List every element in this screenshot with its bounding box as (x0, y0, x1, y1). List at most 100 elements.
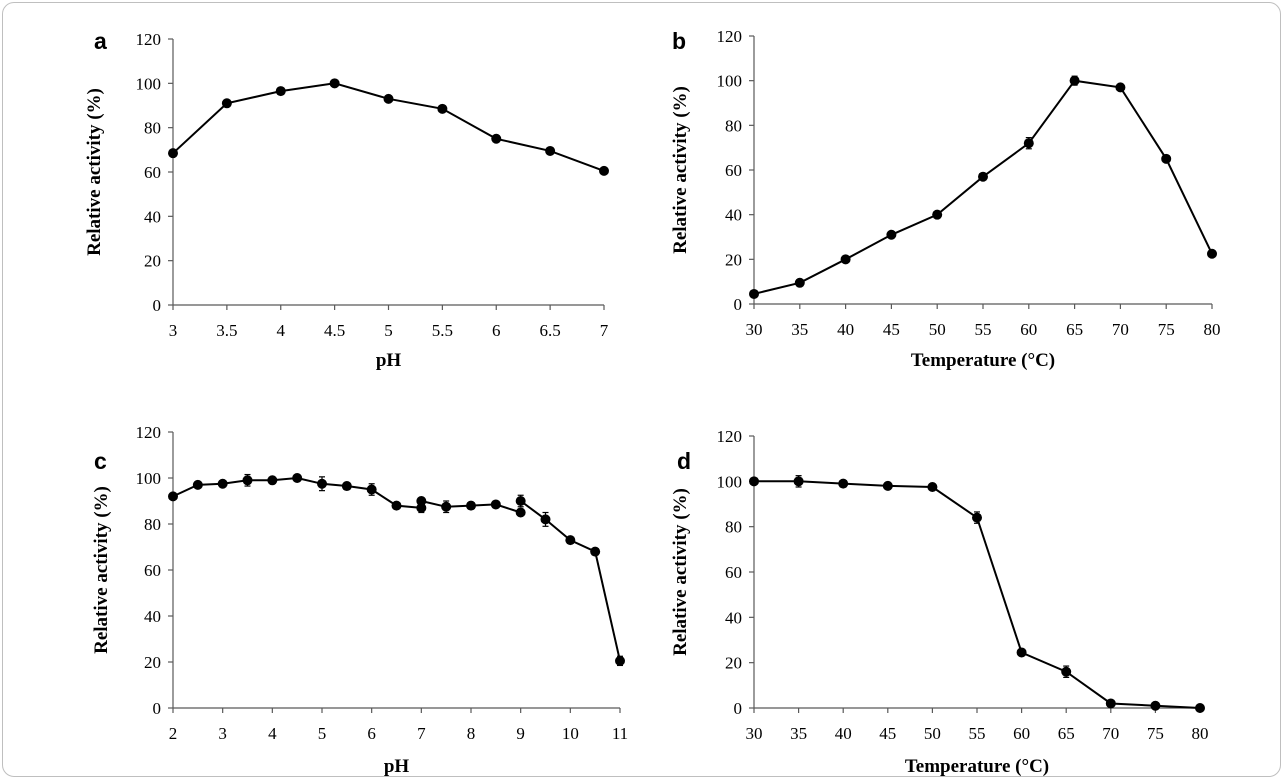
x-tick-label: 45 (879, 724, 896, 743)
x-axis-title: Temperature (°C) (911, 350, 1055, 371)
data-point (491, 133, 502, 144)
x-tick-label: 5 (318, 724, 327, 743)
data-point (749, 288, 759, 299)
panel-c: c 0 20 40 60 80 100 120 2 3 4 5 6 7 8 9 10 11 pH Relative a… (91, 423, 628, 777)
y-axis-title: Relative activity (%) (84, 88, 105, 256)
x-tick-label: 30 (746, 320, 763, 339)
y-tick-label: 20 (144, 653, 161, 672)
data-point (391, 500, 402, 511)
data-point (978, 171, 988, 182)
data-point (1023, 138, 1034, 149)
y-tick-label: 60 (725, 563, 742, 582)
data-point (1195, 703, 1205, 713)
data-point (1061, 666, 1072, 677)
x-axis-title: pH (384, 756, 410, 777)
y-tick-label: 20 (725, 654, 742, 673)
y-tick-label: 0 (153, 296, 162, 315)
x-tick-label: 80 (1204, 320, 1221, 339)
x-tick-label: 70 (1112, 320, 1129, 339)
x-tick-label: 3.5 (216, 321, 237, 340)
data-point (545, 145, 556, 156)
x-tick-label: 7 (417, 724, 426, 743)
data-point (793, 476, 804, 487)
data-point (932, 209, 943, 220)
series-line (753, 79, 1213, 295)
x-tick-label: 75 (1158, 320, 1175, 339)
y-tick-label: 60 (725, 161, 742, 180)
data-point (794, 277, 805, 288)
x-tick-label: 80 (1192, 724, 1209, 743)
data-point (886, 229, 897, 240)
data-point (1069, 75, 1080, 86)
y-tick-label: 40 (144, 207, 161, 226)
y-tick-label: 120 (717, 427, 743, 446)
data-point (599, 165, 609, 176)
x-tick-label: 35 (791, 320, 808, 339)
y-tick-label: 20 (725, 250, 742, 269)
data-point (416, 502, 427, 513)
y-tick-label: 80 (144, 119, 161, 138)
data-point (416, 496, 427, 506)
y-axis-title: Relative activity (%) (670, 488, 691, 656)
x-tick-label: 50 (929, 320, 946, 339)
x-axis-title: pH (376, 350, 402, 371)
y-tick-label: 100 (136, 469, 162, 488)
data-point (1105, 698, 1116, 709)
y-tick-label: 120 (717, 27, 743, 46)
x-tick-label: 55 (969, 724, 986, 743)
x-tick-label: 2 (169, 724, 178, 743)
x-axis-title: Temperature (°C) (905, 756, 1049, 777)
x-tick-label: 4 (268, 724, 277, 743)
y-tick-label: 20 (144, 252, 161, 271)
data-point (490, 499, 501, 510)
data-point (221, 98, 232, 109)
y-axis-title: Relative activity (%) (670, 86, 691, 254)
panel-letter: b (672, 28, 686, 54)
data-point (840, 254, 851, 265)
y-tick-label: 120 (136, 423, 162, 442)
data-point (383, 93, 394, 104)
data-point (437, 103, 448, 114)
data-point (540, 514, 551, 525)
y-tick-label: 40 (725, 608, 742, 627)
data-point (341, 481, 352, 492)
data-point (972, 512, 982, 523)
data-point (366, 484, 377, 495)
y-tick-label: 80 (144, 515, 161, 534)
data-point (515, 507, 526, 518)
panel-letter: c (94, 448, 107, 474)
x-tick-label: 50 (924, 724, 941, 743)
x-tick-label: 35 (790, 724, 807, 743)
x-tick-label: 60 (1013, 724, 1030, 743)
y-tick-label: 40 (725, 206, 742, 225)
data-point (1115, 82, 1126, 93)
data-point (927, 482, 938, 492)
x-tick-label: 45 (883, 320, 900, 339)
x-tick-label: 9 (516, 724, 525, 743)
y-axis-title: Relative activity (%) (91, 486, 112, 654)
x-tick-label: 6 (367, 724, 376, 743)
x-tick-label: 4.5 (324, 321, 345, 340)
data-point (168, 148, 178, 159)
data-point (192, 479, 203, 490)
y-tick-label: 80 (725, 518, 742, 537)
x-tick-label: 3 (169, 321, 178, 340)
y-tick-label: 120 (136, 30, 162, 49)
panel-letter: d (677, 448, 691, 474)
y-tick-label: 0 (734, 699, 743, 718)
data-point (168, 491, 178, 502)
data-point (466, 500, 476, 511)
data-point (749, 476, 759, 487)
x-tick-label: 30 (746, 724, 763, 743)
data-point (317, 478, 327, 489)
data-point (1161, 153, 1172, 164)
y-tick-label: 0 (153, 699, 162, 718)
data-point (1150, 700, 1161, 711)
x-tick-label: 3 (218, 724, 227, 743)
data-point (275, 86, 286, 97)
x-tick-label: 8 (467, 724, 476, 743)
y-tick-label: 60 (144, 561, 161, 580)
x-tick-label: 7 (600, 321, 609, 340)
